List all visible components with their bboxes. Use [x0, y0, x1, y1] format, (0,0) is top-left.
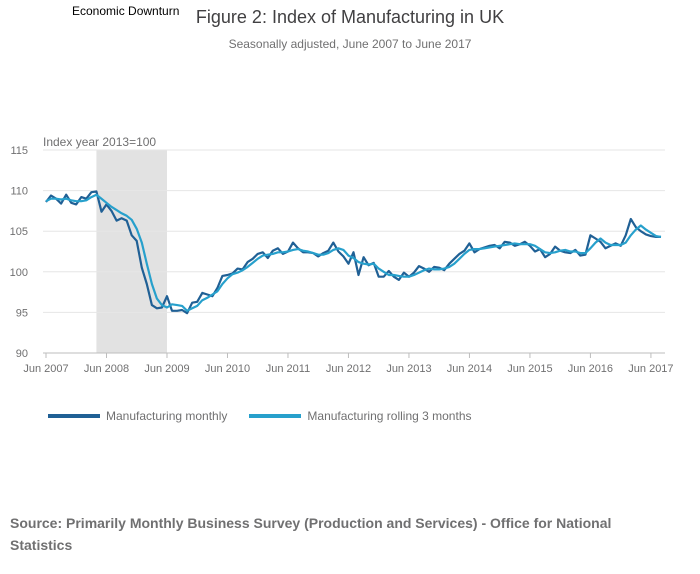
legend-swatch-monthly [48, 414, 100, 418]
series-line-rolling [45, 193, 662, 312]
legend-swatch-rolling [249, 414, 302, 418]
y-tick-label: 100 [10, 267, 28, 279]
legend-label-monthly: Manufacturing monthly [106, 409, 228, 423]
x-tick-label: Jun 2010 [205, 363, 250, 375]
line-chart: 90 95 100 105 110 115 Index year 2013=100 Jun 2… [10, 135, 674, 375]
downturn-shaded-region [96, 150, 167, 353]
y-tick-label: 90 [16, 348, 28, 360]
y-tick-label: 95 [16, 307, 28, 319]
y-tick-label: 110 [10, 186, 28, 198]
series-line-monthly [45, 190, 661, 315]
x-tick-label: Jun 2015 [507, 363, 552, 375]
y-tick-label: 115 [10, 145, 28, 157]
x-tick-label: Jun 2009 [144, 363, 189, 375]
x-tick-label: Jun 2007 [23, 363, 68, 375]
y-tick-label: 105 [10, 226, 28, 238]
x-tick-label: Jun 2016 [568, 363, 613, 375]
x-tick-label: Jun 2013 [386, 363, 431, 375]
x-tick-label: Jun 2011 [266, 363, 310, 375]
legend-item-rolling[interactable]: Manufacturing rolling 3 months [249, 409, 472, 423]
chart-legend: Manufacturing monthly Manufacturing roll… [48, 409, 494, 423]
source-note: Source: Primarily Monthly Business Surve… [10, 515, 612, 553]
x-tick-label: Jun 2017 [628, 363, 673, 375]
x-tick-label: Jun 2008 [84, 363, 129, 375]
legend-label-rolling: Manufacturing rolling 3 months [307, 409, 472, 423]
chart-subtitle: Seasonally adjusted, June 2007 to June 2… [228, 37, 472, 51]
chart-title: Figure 2: Index of Manufacturing in UK [195, 7, 505, 27]
y-axis-label: Index year 2013=100 [43, 135, 156, 149]
legend-item-monthly[interactable]: Manufacturing monthly [48, 409, 227, 423]
x-tick-label: Jun 2014 [447, 363, 492, 375]
x-tick-label: Jun 2012 [326, 363, 371, 375]
downturn-annotation: Economic Downturn [72, 4, 180, 18]
